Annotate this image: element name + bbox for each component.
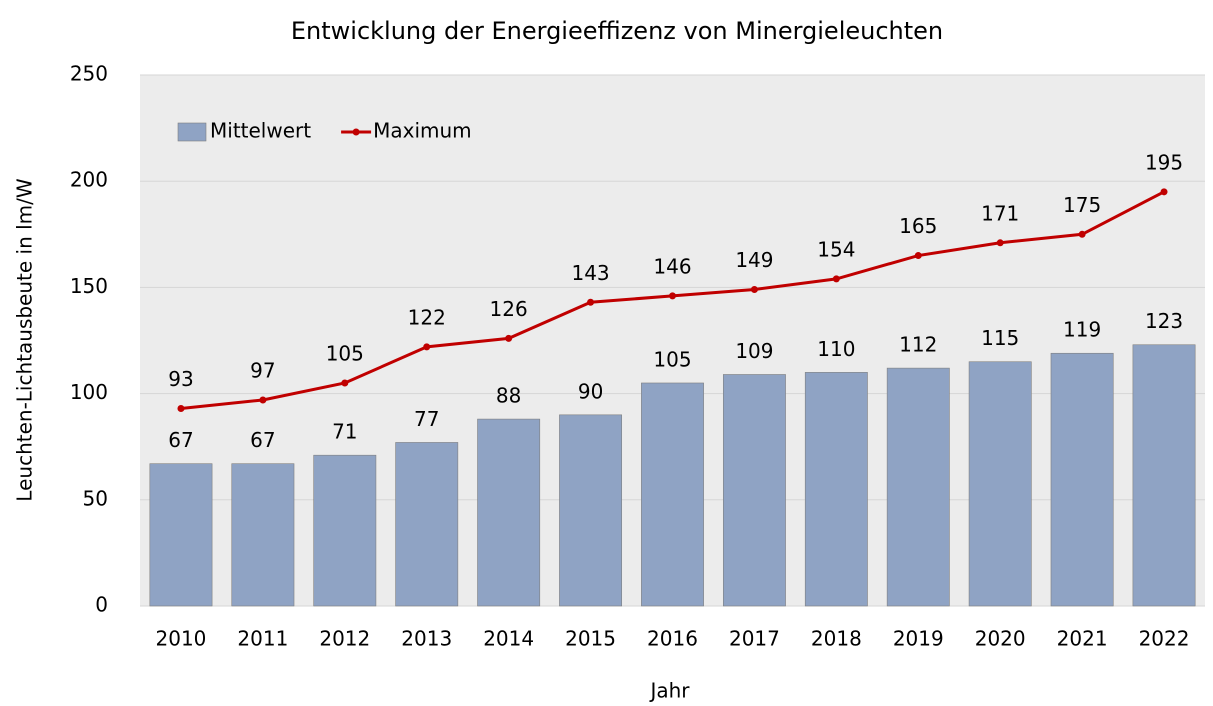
data-label: 171	[981, 201, 1019, 225]
x-tick-label: 2010	[156, 627, 207, 651]
x-tick-label: 2021	[1057, 627, 1108, 651]
marker	[341, 379, 349, 387]
data-label: 97	[250, 358, 275, 382]
data-label: 88	[496, 384, 521, 408]
marker	[423, 343, 431, 351]
data-label: 109	[735, 339, 773, 363]
y-tick-label: 0	[95, 593, 108, 617]
chart-title: Entwicklung der Energieeffizenz von Mine…	[291, 17, 943, 45]
bar	[804, 372, 868, 607]
data-label: 67	[250, 428, 275, 452]
bar	[1050, 352, 1114, 607]
data-label: 105	[653, 347, 691, 371]
data-label: 77	[414, 407, 439, 431]
y-tick-label: 250	[70, 62, 108, 86]
marker	[669, 292, 676, 300]
y-tick-label: 150	[70, 274, 108, 298]
data-label: 146	[653, 254, 691, 278]
marker	[1160, 188, 1168, 196]
x-tick-label: 2022	[1139, 627, 1190, 651]
x-tick-label: 2014	[483, 627, 534, 651]
x-tick-label: 2019	[893, 627, 944, 651]
marker	[914, 252, 922, 260]
data-label: 115	[981, 326, 1019, 350]
x-tick-label: 2013	[401, 627, 452, 651]
y-axis-label: Leuchten-Lichtausbeute in lm/W	[13, 178, 37, 502]
marker	[1078, 230, 1086, 238]
legend-marker	[352, 128, 360, 136]
marker	[832, 275, 840, 283]
bar	[477, 418, 541, 607]
y-tick-label: 200	[70, 168, 108, 192]
bar	[559, 414, 623, 607]
data-label: 122	[408, 305, 446, 329]
data-label: 143	[571, 261, 609, 285]
bar	[722, 374, 786, 607]
data-label: 119	[1063, 318, 1101, 342]
marker	[996, 239, 1004, 247]
data-label: 149	[735, 248, 773, 272]
legend-swatch	[177, 122, 207, 142]
bar	[149, 463, 213, 607]
legend-label: Maximum	[373, 119, 472, 143]
data-label: 112	[899, 333, 937, 357]
data-label: 93	[168, 367, 193, 391]
x-tick-label: 2012	[319, 627, 370, 651]
x-tick-label: 2017	[729, 627, 780, 651]
legend-label: Mittelwert	[210, 119, 311, 143]
data-label: 67	[168, 428, 193, 452]
bar	[395, 442, 459, 607]
x-tick-label: 2018	[811, 627, 862, 651]
data-label: 105	[326, 341, 364, 365]
data-label: 195	[1145, 150, 1183, 174]
bar	[641, 382, 704, 607]
y-tick-label: 50	[83, 486, 108, 510]
bar	[313, 454, 377, 607]
data-label: 123	[1145, 309, 1183, 333]
y-tick-label: 100	[70, 380, 108, 404]
x-tick-label: 2020	[975, 627, 1026, 651]
x-tick-label: 2016	[647, 627, 698, 651]
x-axis-label: Jahr	[648, 679, 690, 703]
data-label: 175	[1063, 193, 1101, 217]
marker	[587, 298, 595, 306]
marker	[177, 404, 185, 412]
bar	[886, 367, 950, 607]
data-label: 90	[578, 379, 603, 403]
data-label: 165	[899, 214, 937, 238]
bar	[231, 463, 295, 607]
bar	[1132, 344, 1196, 607]
data-label: 110	[817, 337, 855, 361]
marker	[505, 334, 513, 342]
marker	[259, 396, 267, 404]
x-tick-label: 2015	[565, 627, 616, 651]
marker	[750, 286, 758, 294]
data-label: 126	[490, 297, 528, 321]
data-label: 154	[817, 237, 855, 261]
x-tick-label: 2011	[237, 627, 288, 651]
bar	[968, 361, 1032, 607]
data-label: 71	[332, 420, 357, 444]
